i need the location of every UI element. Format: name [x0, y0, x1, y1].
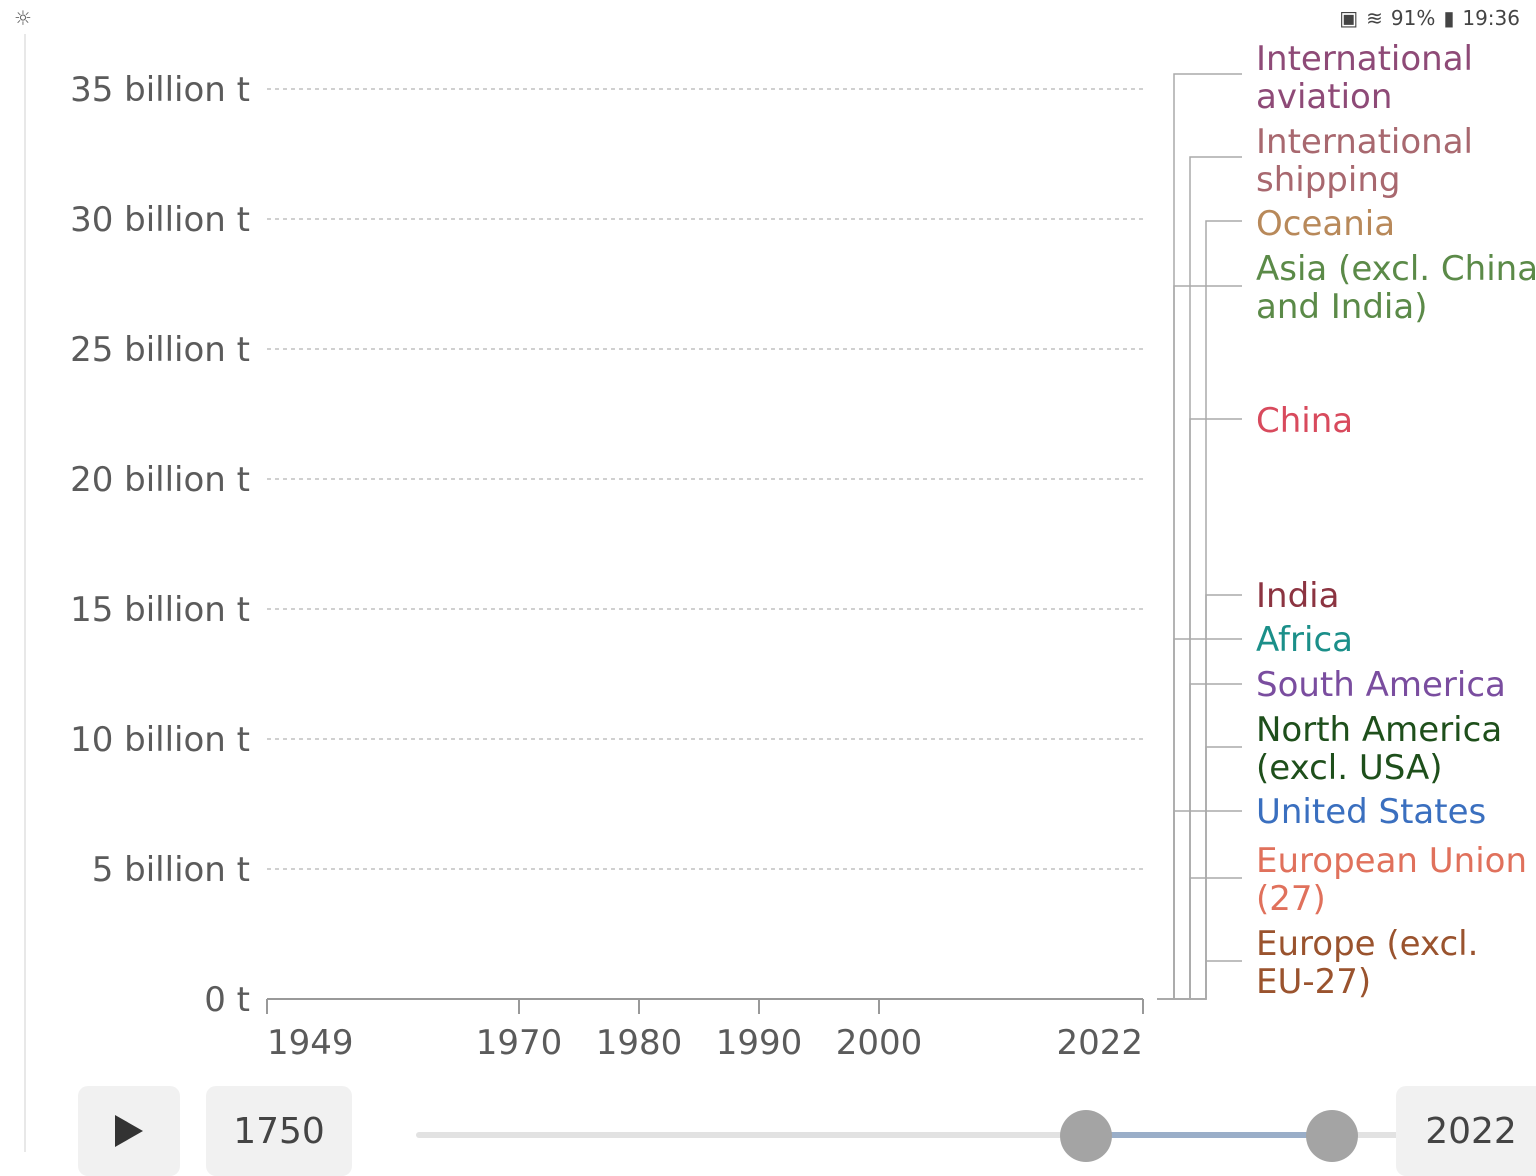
- battery-icon: ▮: [1443, 6, 1455, 30]
- legend-label-line: and India): [1256, 287, 1427, 327]
- timeline-controls: 1750 2022: [0, 1080, 1536, 1176]
- legend-label[interactable]: International shipping: [1256, 122, 1473, 200]
- y-tick-label: 5 billion t: [92, 850, 250, 890]
- axis-layer: 0 t 5 billion t 10 billion t 15 billion t 20…: [70, 70, 1144, 1063]
- legend-label[interactable]: Oceania: [1256, 204, 1395, 244]
- x-tick-label: 2000: [836, 1023, 923, 1063]
- x-tick-label: 2022: [1056, 1023, 1143, 1063]
- legend-label-line: (excl. USA): [1256, 748, 1443, 788]
- battery-percent: 91%: [1390, 6, 1436, 30]
- legend-connector: [1157, 638, 1242, 1000]
- legend-label-line: International: [1256, 122, 1473, 162]
- legend-label-line: (27): [1256, 879, 1326, 919]
- legend-connector: [1157, 810, 1242, 1000]
- legend-label-line: EU-27): [1256, 962, 1371, 1002]
- legend-connector: [1157, 156, 1242, 1000]
- legend-label-line: aviation: [1256, 77, 1392, 117]
- y-tick-label: 35 billion t: [70, 70, 250, 110]
- legend-label-line: South America: [1256, 665, 1506, 705]
- legend-connector: [1157, 285, 1242, 1000]
- y-tick-label: 20 billion t: [70, 460, 250, 500]
- timeline-slider-range: [1086, 1132, 1332, 1138]
- y-tick-label: 10 billion t: [70, 720, 250, 760]
- legend-label[interactable]: European Union (27): [1256, 841, 1527, 919]
- status-bar: ☼ ▣ ≋ 91% ▮ 19:36: [0, 0, 1536, 34]
- legend-label[interactable]: South America: [1256, 665, 1506, 705]
- y-tick-label: 0 t: [204, 980, 250, 1020]
- y-tick-label: 30 billion t: [70, 200, 250, 240]
- legend-label[interactable]: India: [1256, 576, 1339, 616]
- legend-connector: [1157, 683, 1242, 1000]
- x-tick-label: 1990: [716, 1023, 803, 1063]
- legend-label-line: International: [1256, 39, 1473, 79]
- wifi-icon: ≋: [1366, 6, 1383, 30]
- legend-connector: [1157, 960, 1242, 1000]
- slider-handle-start[interactable]: [1060, 1110, 1112, 1162]
- legend-connector: [1157, 73, 1242, 1000]
- legend-label[interactable]: North America (excl. USA): [1256, 710, 1502, 788]
- legend-connector: [1157, 220, 1242, 1000]
- notification-icon: ▣: [1339, 6, 1359, 30]
- brightness-icon: ☼: [14, 6, 32, 30]
- legend-label-line: India: [1256, 576, 1339, 616]
- x-tick-label: 1949: [267, 1023, 354, 1063]
- x-tick-label: 1980: [596, 1023, 683, 1063]
- legend-label[interactable]: Africa: [1256, 620, 1353, 660]
- timeline-slider-track[interactable]: [416, 1132, 1536, 1138]
- legend-connector: [1157, 418, 1242, 1000]
- legend-label[interactable]: International aviation: [1256, 39, 1473, 117]
- legend-connector: [1157, 594, 1242, 1000]
- end-year-button[interactable]: 2022: [1396, 1086, 1536, 1176]
- y-tick-label: 25 billion t: [70, 330, 250, 370]
- legend-connector: [1157, 877, 1242, 1000]
- legend-label-line: Europe (excl.: [1256, 924, 1478, 964]
- slider-handle-end[interactable]: [1306, 1110, 1358, 1162]
- legend-label[interactable]: Asia (excl. China and India): [1256, 249, 1536, 327]
- legend-label-line: European Union: [1256, 841, 1527, 881]
- stacked-area-chart: 0 t 5 billion t 10 billion t 15 billion t 20…: [70, 39, 1536, 1063]
- legend-label-line: China: [1256, 401, 1353, 441]
- legend-label-line: Africa: [1256, 620, 1353, 660]
- left-divider: [24, 34, 26, 1152]
- x-tick-label: 1970: [476, 1023, 563, 1063]
- grid-layer: [267, 88, 1143, 870]
- status-right: ▣ ≋ 91% ▮ 19:36: [1339, 6, 1520, 30]
- play-button[interactable]: [78, 1086, 180, 1176]
- legend-label-line: North America: [1256, 710, 1502, 750]
- legend-label-line: United States: [1256, 792, 1486, 832]
- legend-label[interactable]: China: [1256, 401, 1353, 441]
- start-year-button[interactable]: 1750: [206, 1086, 352, 1176]
- legend-label[interactable]: Europe (excl. EU-27): [1256, 924, 1478, 1002]
- play-icon: [115, 1115, 143, 1147]
- clock: 19:36: [1462, 6, 1520, 30]
- legend-label-line: shipping: [1256, 160, 1400, 200]
- y-tick-label: 15 billion t: [70, 590, 250, 630]
- legend-label[interactable]: United States: [1256, 792, 1486, 832]
- legend-label-line: Asia (excl. China: [1256, 249, 1536, 289]
- legend-label-line: Oceania: [1256, 204, 1395, 244]
